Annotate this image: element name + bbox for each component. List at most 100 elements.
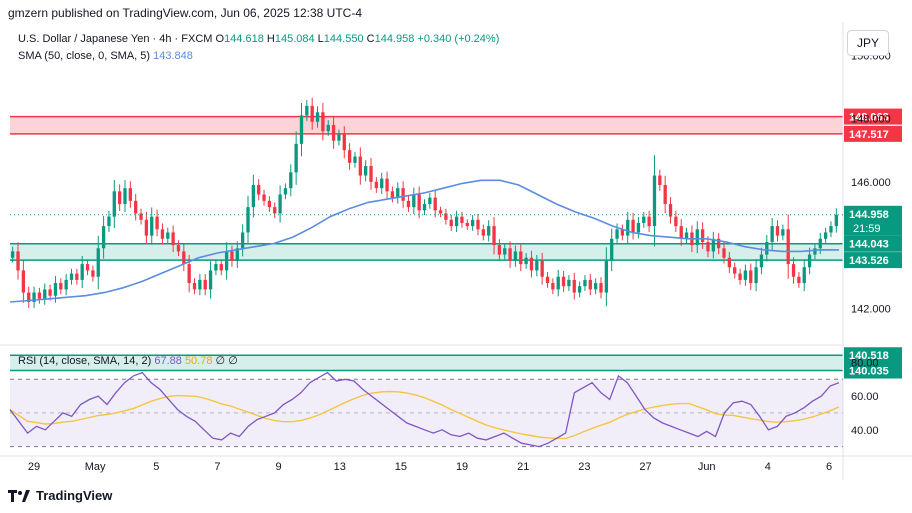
- time-label-4: 9: [276, 461, 282, 473]
- candle: [21, 260, 26, 303]
- candle-body: [813, 248, 817, 255]
- candle-body: [310, 105, 314, 122]
- candle-body: [786, 229, 790, 265]
- candle-body: [192, 283, 197, 290]
- candle: [283, 183, 288, 200]
- candle-body: [470, 219, 475, 227]
- candle-body: [738, 273, 742, 280]
- candle: [631, 212, 635, 240]
- candle: [791, 257, 796, 284]
- main-legend: U.S. Dollar / Japanese Yen · 4h · FXCM O…: [18, 33, 499, 45]
- candle: [470, 215, 475, 231]
- candle: [513, 245, 518, 267]
- candle: [428, 192, 432, 209]
- candle-body: [101, 226, 106, 249]
- candle: [823, 227, 828, 244]
- candle-body: [246, 207, 250, 233]
- candle: [481, 224, 485, 241]
- candle-body: [626, 219, 630, 236]
- candle-body: [289, 172, 293, 189]
- tradingview-logo-icon: [8, 489, 30, 502]
- candle-body: [326, 124, 330, 132]
- candle: [176, 240, 181, 257]
- candle: [759, 247, 764, 275]
- candle-body: [438, 210, 443, 214]
- candle-body: [797, 276, 801, 284]
- candle-body: [273, 207, 277, 214]
- candle: [604, 247, 609, 307]
- candle-body: [235, 248, 239, 261]
- candle-body: [679, 226, 683, 239]
- candle: [139, 208, 143, 225]
- rsi-value: 67.88: [154, 355, 182, 367]
- current-price-label-bg: [844, 205, 902, 236]
- candle: [743, 264, 748, 286]
- candle-body: [374, 181, 379, 189]
- candle: [251, 174, 256, 218]
- candle-body: [508, 248, 512, 261]
- candle-body: [80, 264, 84, 280]
- candle: [240, 224, 245, 257]
- candle-body: [171, 232, 175, 246]
- candle: [449, 215, 453, 231]
- candle: [385, 171, 389, 199]
- candle-body: [364, 166, 368, 176]
- candle: [711, 231, 715, 259]
- candle-body: [668, 203, 673, 217]
- candle-body: [449, 219, 453, 227]
- candle-body: [684, 232, 689, 239]
- high-label: H: [266, 33, 275, 45]
- candle-body: [663, 185, 667, 204]
- candle-body: [358, 156, 362, 176]
- candle-body: [610, 238, 614, 261]
- candle: [203, 274, 207, 296]
- zone-2-label-bg-1: [844, 362, 902, 379]
- candle: [465, 219, 469, 230]
- candle: [331, 116, 336, 149]
- candle-body: [385, 178, 389, 192]
- candle-body: [257, 185, 261, 195]
- candle-body: [524, 257, 528, 265]
- candle-body: [476, 219, 480, 230]
- candle: [96, 235, 100, 290]
- candle-body: [588, 279, 592, 290]
- candle-body: [658, 175, 662, 185]
- candle: [652, 155, 657, 247]
- candle: [310, 97, 314, 130]
- candle: [754, 259, 758, 292]
- footer-brand[interactable]: TradingView: [8, 488, 112, 503]
- candle-body: [433, 197, 437, 211]
- candle-body: [182, 251, 186, 265]
- zone-1-label-1: 143.526: [849, 255, 889, 267]
- zone-1-label-bg-1: [844, 252, 902, 269]
- candle: [246, 195, 250, 244]
- currency-button[interactable]: JPY: [847, 30, 889, 56]
- candle-body: [700, 229, 705, 242]
- price-tick-2: 146.000: [851, 177, 891, 189]
- candle: [738, 268, 742, 285]
- candle-body: [219, 264, 223, 271]
- candle: [829, 221, 833, 238]
- candle-body: [615, 229, 619, 239]
- candle-body: [85, 264, 90, 271]
- candle: [583, 275, 587, 291]
- candle: [807, 247, 812, 275]
- candle-body: [176, 245, 181, 252]
- candle-body: [717, 238, 721, 249]
- candle: [112, 179, 116, 229]
- open-label: O: [215, 33, 225, 45]
- candle: [273, 202, 277, 219]
- candle-body: [428, 197, 432, 204]
- candle-body: [460, 216, 464, 223]
- candle: [679, 219, 683, 246]
- sma-legend: SMA (50, close, 0, SMA, 5) 143.848: [18, 50, 193, 62]
- candle: [326, 120, 330, 136]
- candle-body: [64, 279, 68, 290]
- rsi-tick-2: 40.00: [851, 425, 879, 437]
- candle-body: [27, 292, 31, 303]
- zone-0-label-bg-1: [844, 125, 902, 142]
- candle: [802, 259, 806, 292]
- low-label: L: [317, 33, 324, 45]
- candle-body: [583, 279, 587, 287]
